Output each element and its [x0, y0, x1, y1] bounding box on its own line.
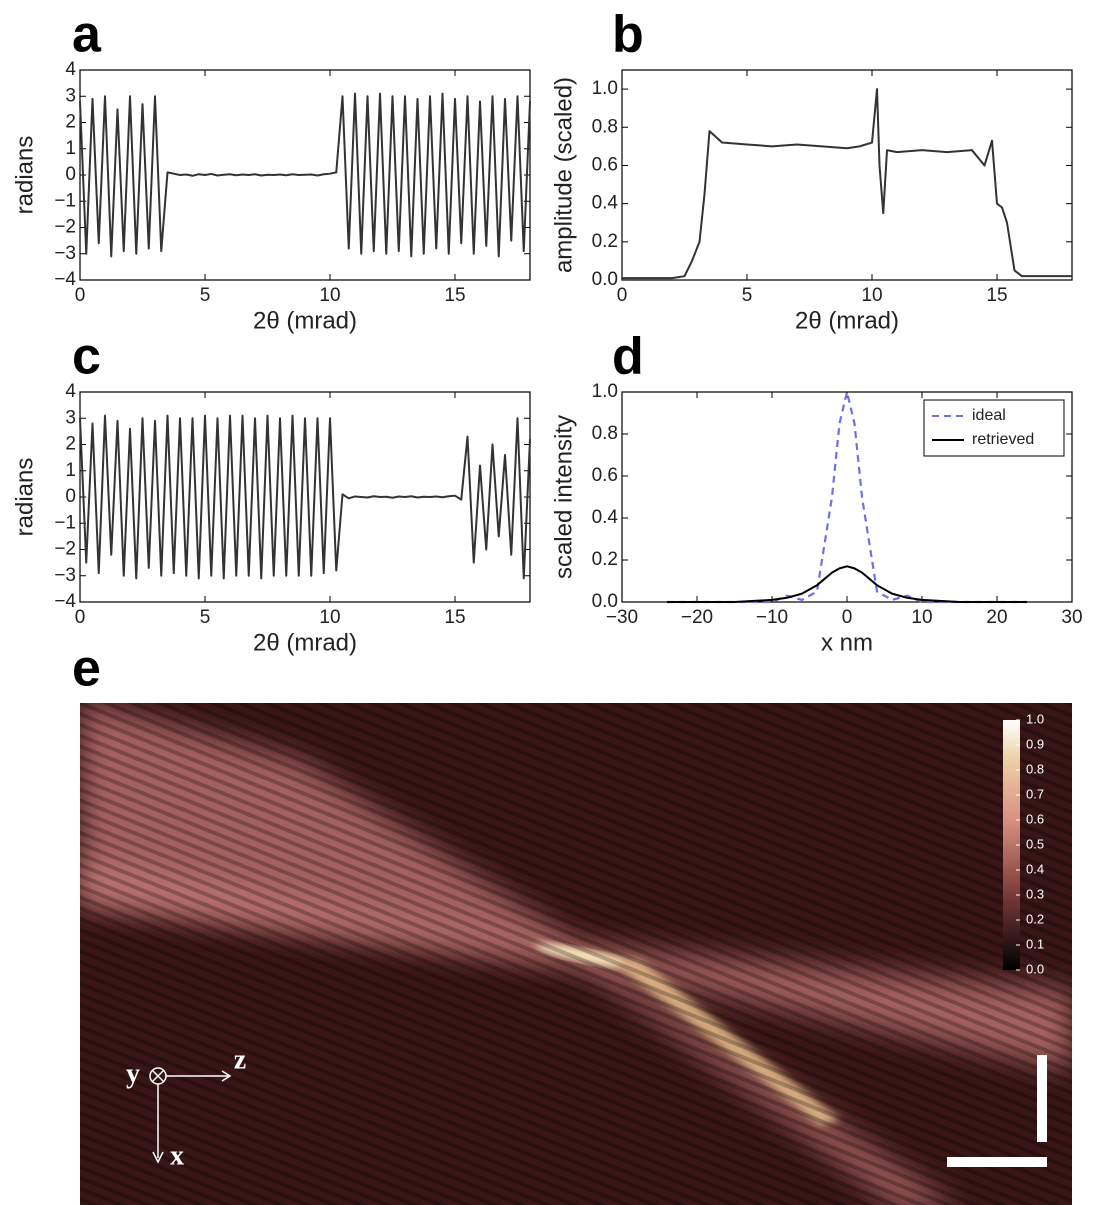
- y-tick-label: 0.8: [592, 116, 618, 137]
- legend-label: retrieved: [972, 431, 1034, 448]
- y-tick-label: 1: [65, 460, 76, 481]
- axis-name: y: [126, 1058, 140, 1089]
- y-axis-label: radians: [11, 136, 38, 215]
- x-axis-label: 2θ (mrad): [795, 307, 899, 334]
- x-tick-label: 10: [319, 607, 340, 628]
- x-tick-label: −10: [756, 607, 788, 628]
- data-line: [622, 88, 1072, 280]
- x-tick-label: 5: [742, 285, 753, 306]
- y-axis-label: radians: [11, 458, 38, 537]
- y-tick-label: 2: [65, 434, 76, 455]
- x-tick-label: 0: [617, 285, 628, 306]
- x-tick-label: 15: [986, 285, 1007, 306]
- y-tick-label: 0.2: [592, 549, 618, 570]
- colorbar: [1003, 720, 1020, 970]
- x-axis-label: 2θ (mrad): [253, 307, 357, 334]
- colorbar-tick-label: 1.0: [1026, 711, 1044, 726]
- y-tick-label: −3: [54, 243, 76, 264]
- axis-name: z: [234, 1044, 246, 1075]
- data-line: [79, 414, 531, 580]
- x-tick-label: 20: [986, 607, 1007, 628]
- colorbar-tick-label: 0.1: [1026, 936, 1044, 951]
- y-tick-label: −1: [54, 190, 76, 211]
- scale-bar: [1037, 1055, 1047, 1142]
- x-tick-label: 10: [911, 607, 932, 628]
- scale-bar: [947, 1157, 1047, 1167]
- legend-label: ideal: [972, 407, 1006, 424]
- x-tick-label: 10: [861, 285, 882, 306]
- y-tick-label: 0.4: [592, 507, 619, 528]
- colorbar-tick-label: 0.6: [1026, 811, 1044, 826]
- panel-label: b: [612, 6, 644, 64]
- y-tick-label: −2: [54, 539, 76, 560]
- y-tick-label: 0.2: [592, 231, 618, 252]
- x-tick-label: 15: [444, 607, 465, 628]
- y-tick-label: 0.0: [592, 591, 618, 612]
- y-tick-label: 0.0: [592, 269, 618, 290]
- y-tick-label: 3: [65, 85, 76, 106]
- y-tick-label: 0.8: [592, 423, 618, 444]
- panel-label: c: [72, 328, 101, 386]
- axes-indicator: [149, 1067, 232, 1164]
- colorbar-tick-label: 0.7: [1026, 786, 1044, 801]
- data-line: [667, 565, 1027, 603]
- panel-label: d: [612, 328, 644, 386]
- colorbar-tick-label: 0.9: [1026, 736, 1044, 751]
- panel-label: e: [72, 640, 101, 698]
- colorbar-tick-label: 0.2: [1026, 911, 1044, 926]
- x-axis-label: 2θ (mrad): [253, 629, 357, 656]
- data-line: [79, 92, 531, 258]
- x-tick-label: −20: [681, 607, 713, 628]
- x-tick-label: 15: [444, 285, 465, 306]
- x-tick-label: 10: [319, 285, 340, 306]
- y-tick-label: 1: [65, 138, 76, 159]
- x-tick-label: 30: [1061, 607, 1082, 628]
- x-tick-label: 0: [75, 607, 86, 628]
- y-tick-label: 1.0: [592, 78, 618, 99]
- y-tick-label: 0.6: [592, 465, 618, 486]
- colorbar-tick-label: 0.3: [1026, 886, 1044, 901]
- plot-frame: [621, 69, 1073, 281]
- y-tick-label: 1.0: [592, 381, 618, 402]
- y-tick-label: −4: [54, 269, 76, 290]
- y-tick-label: −4: [54, 591, 76, 612]
- y-tick-label: 3: [65, 407, 76, 428]
- x-axis-label: x nm: [821, 629, 873, 656]
- x-tick-label: 0: [842, 607, 853, 628]
- x-tick-label: 5: [200, 607, 211, 628]
- x-tick-label: −30: [606, 607, 638, 628]
- colorbar-tick-label: 0.0: [1026, 961, 1044, 976]
- colorbar-tick-label: 0.8: [1026, 761, 1044, 776]
- y-axis-label: amplitude (scaled): [550, 77, 577, 273]
- y-tick-label: 0.6: [592, 154, 618, 175]
- y-axis-label: scaled intensity: [550, 415, 577, 579]
- colorbar-tick-label: 0.4: [1026, 861, 1044, 876]
- y-tick-label: 4: [65, 381, 76, 402]
- y-tick-label: 4: [65, 59, 76, 80]
- legend-box: [923, 399, 1065, 457]
- y-tick-label: 0.4: [592, 193, 619, 214]
- y-tick-label: −2: [54, 217, 76, 238]
- x-tick-label: 0: [75, 285, 86, 306]
- x-tick-label: 5: [200, 285, 211, 306]
- panel-label: a: [72, 6, 102, 64]
- colorbar-tick-label: 0.5: [1026, 836, 1044, 851]
- y-tick-label: 0: [65, 486, 76, 507]
- y-tick-label: 2: [65, 112, 76, 133]
- axis-name: x: [170, 1140, 184, 1171]
- y-tick-label: −3: [54, 565, 76, 586]
- y-tick-label: −1: [54, 512, 76, 533]
- field-image: [80, 703, 1072, 1205]
- y-tick-label: 0: [65, 164, 76, 185]
